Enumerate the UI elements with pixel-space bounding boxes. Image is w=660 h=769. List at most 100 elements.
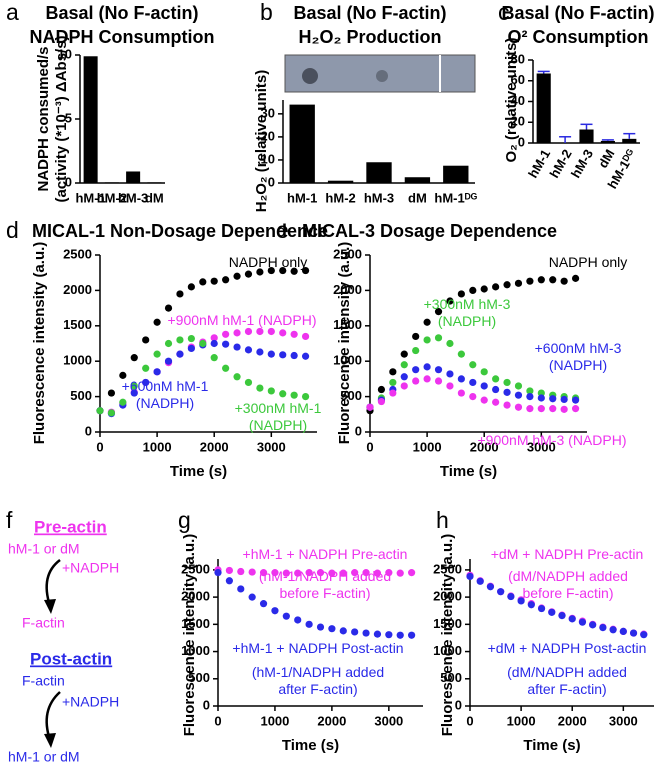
- data-point: [400, 350, 408, 358]
- data-point: [233, 343, 241, 351]
- y-tick-label: 0: [268, 174, 275, 189]
- annotation: +300nM hM-1 (NADPH): [234, 400, 322, 433]
- x-axis-label: Time (s): [282, 737, 339, 754]
- x-axis-label: Time (s): [440, 463, 497, 480]
- panel-letter: e: [276, 217, 289, 243]
- data-point: [548, 608, 556, 616]
- y-tick-label: 2000: [333, 282, 362, 297]
- bar: [404, 177, 431, 183]
- data-point: [233, 272, 241, 280]
- bar: [536, 73, 551, 143]
- chart-subtitle: NADPH Consumption: [30, 27, 215, 47]
- panel-letter: c: [498, 0, 510, 25]
- data-point: [237, 585, 245, 593]
- data-point: [457, 290, 465, 298]
- y-axis-label: Fluorescence intensity (a.u.): [336, 242, 353, 445]
- x-tick-label: 1000: [260, 713, 289, 728]
- panel-letter: h: [436, 507, 449, 533]
- panel-letter: b: [260, 0, 273, 25]
- data-point: [267, 350, 275, 358]
- data-point: [237, 567, 245, 576]
- data-point: [537, 389, 545, 397]
- bar: [104, 182, 119, 183]
- data-point: [282, 569, 290, 577]
- data-point: [629, 629, 638, 637]
- x-tick-label: 0: [214, 713, 221, 728]
- data-point: [279, 390, 287, 398]
- data-point: [267, 327, 275, 336]
- data-point: [290, 351, 298, 360]
- data-point: [305, 620, 313, 628]
- data-point: [609, 626, 617, 634]
- y-tick-label: 1500: [433, 616, 462, 631]
- y-tick-label: 2000: [181, 589, 210, 604]
- chart-title: Basal (No F-actin): [45, 3, 198, 23]
- data-point: [480, 382, 488, 390]
- data-point: [400, 361, 408, 369]
- annotation: NADPH only: [228, 254, 308, 270]
- data-point: [351, 628, 359, 636]
- data-point: [339, 569, 347, 577]
- data-point: [290, 330, 298, 338]
- annotation: +900nM hM-3 (NADPH): [477, 432, 627, 448]
- x-tick-label: dM: [145, 190, 164, 205]
- data-point: [248, 593, 256, 601]
- panel-letter: d: [6, 217, 19, 243]
- data-point: [560, 405, 568, 413]
- y-tick-label: 500: [340, 388, 362, 403]
- data-point: [362, 629, 370, 637]
- data-point: [412, 346, 420, 355]
- data-point: [294, 569, 302, 577]
- y-axis-label: O₂ (relative units): [503, 37, 520, 162]
- x-tick-label: 0: [466, 713, 473, 728]
- y-tick-label: 0: [455, 697, 462, 712]
- data-point: [210, 277, 218, 285]
- y-tick-label: 1000: [333, 353, 362, 368]
- data-point: [578, 618, 587, 626]
- data-point: [412, 366, 420, 374]
- data-point: [119, 371, 127, 379]
- bar: [622, 138, 637, 143]
- y-axis-label: Fluorescence intensity (a.u.): [439, 534, 456, 737]
- x-tick-label: 3000: [609, 713, 638, 728]
- data-point: [222, 330, 230, 338]
- data-point: [560, 277, 568, 285]
- bar: [366, 162, 392, 183]
- data-point: [301, 393, 310, 401]
- x-tick-label: 2000: [317, 713, 346, 728]
- data-point: [248, 568, 256, 576]
- data-point: [517, 597, 525, 605]
- data-point: [244, 327, 253, 336]
- data-point: [400, 382, 408, 390]
- data-point: [423, 363, 431, 371]
- data-point: [130, 382, 138, 390]
- data-point: [480, 396, 488, 404]
- y-tick-label: 2500: [333, 246, 362, 261]
- data-point: [469, 361, 477, 369]
- data-point: [339, 627, 347, 635]
- annotation: (hM-1/NADPH added after F-actin): [251, 664, 385, 697]
- data-point: [373, 630, 382, 638]
- data-point: [503, 388, 511, 396]
- x-tick-label: hM-2: [325, 190, 355, 205]
- data-point: [526, 405, 534, 413]
- data-point: [589, 621, 597, 629]
- data-point: [446, 370, 454, 378]
- panel-letter: f: [6, 507, 13, 533]
- y-tick-label: 2000: [63, 282, 92, 297]
- data-point: [107, 389, 116, 397]
- data-point: [396, 569, 404, 577]
- x-tick-label: 0: [96, 439, 103, 454]
- data-point: [446, 339, 454, 348]
- data-point: [537, 405, 545, 413]
- y-axis-label: NADPH consumed/s: [35, 46, 52, 191]
- data-point: [492, 398, 500, 406]
- y-tick-label: 1500: [63, 317, 92, 332]
- annotation: +hM-1 + NADPH Post-actin: [232, 640, 404, 656]
- chart-title: Basal (No F-actin): [501, 3, 654, 23]
- diagram-arrowhead: [44, 599, 56, 614]
- data-point: [176, 336, 184, 344]
- data-point: [389, 378, 397, 387]
- data-point: [187, 283, 195, 291]
- data-point: [527, 601, 535, 609]
